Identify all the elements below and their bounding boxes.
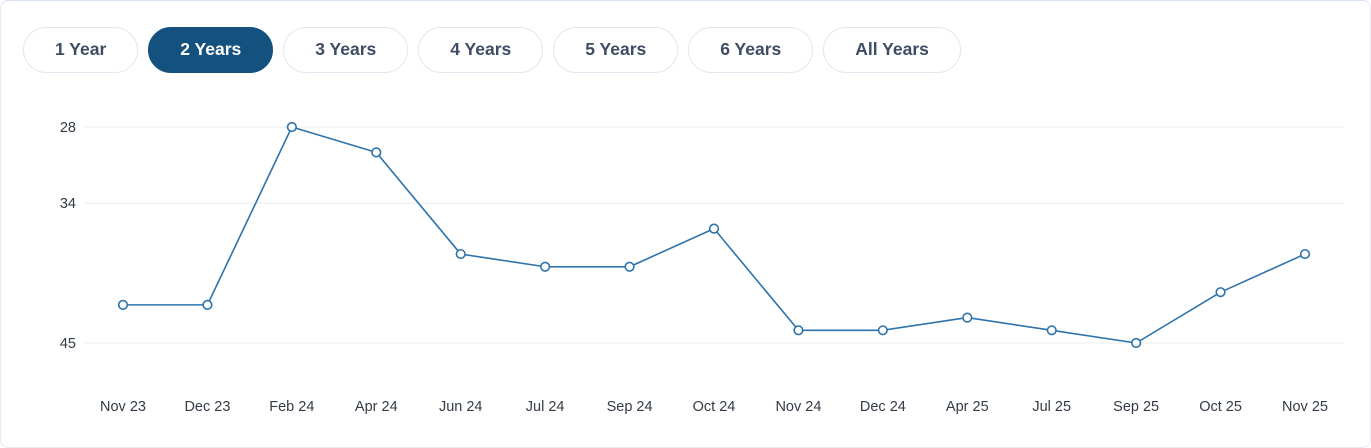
- data-point[interactable]: [624, 261, 635, 272]
- tab-2-years[interactable]: 2 Years: [148, 27, 274, 73]
- x-axis-tick-label: Nov 23: [100, 399, 146, 415]
- data-point[interactable]: [1131, 337, 1142, 349]
- x-axis-tick-label: Dec 23: [184, 399, 230, 415]
- data-point[interactable]: [962, 312, 973, 323]
- x-axis-tick-label: Sep 25: [1113, 399, 1159, 415]
- x-axis-tick-label: Oct 24: [693, 399, 736, 415]
- data-point[interactable]: [117, 299, 129, 310]
- y-axis-tick-label: 45: [60, 336, 76, 352]
- data-point[interactable]: [202, 299, 213, 310]
- data-point[interactable]: [286, 121, 297, 133]
- data-point[interactable]: [793, 325, 804, 336]
- data-point[interactable]: [708, 223, 720, 234]
- data-point[interactable]: [371, 147, 382, 158]
- x-axis-tick-label: Feb 24: [269, 399, 314, 415]
- tab-1-year[interactable]: 1 Year: [23, 27, 139, 73]
- x-axis-tick-label: Dec 24: [860, 399, 906, 415]
- tab-5-years[interactable]: 5 Years: [553, 27, 679, 73]
- tab-all-years[interactable]: All Years: [823, 27, 961, 73]
- y-axis-tick-label: 28: [60, 120, 76, 136]
- x-axis-tick-label: Nov 24: [775, 399, 821, 415]
- data-point[interactable]: [1046, 325, 1057, 336]
- x-axis-tick-label: Apr 25: [946, 399, 989, 415]
- x-axis-tick-label: Jul 25: [1032, 399, 1071, 415]
- tab-3-years[interactable]: 3 Years: [283, 27, 409, 73]
- y-axis-tick-label: 34: [60, 196, 76, 212]
- x-axis-tick-label: Oct 25: [1199, 399, 1242, 415]
- x-axis-tick-label: Jul 24: [526, 399, 565, 415]
- tab-6-years[interactable]: 6 Years: [688, 27, 814, 73]
- trend-line: [123, 126, 1306, 344]
- x-axis-tick-label: Nov 25: [1282, 399, 1328, 415]
- data-point[interactable]: [877, 325, 888, 336]
- time-range-tabs: 1 Year 2 Years 3 Years 4 Years 5 Years 6…: [23, 27, 961, 73]
- tab-4-years[interactable]: 4 Years: [418, 27, 544, 73]
- x-axis-tick-label: Sep 24: [607, 399, 653, 415]
- data-point[interactable]: [1215, 287, 1226, 298]
- x-axis-tick-label: Apr 24: [355, 399, 398, 415]
- x-axis-tick-label: Jun 24: [439, 399, 483, 415]
- data-point[interactable]: [1299, 248, 1311, 260]
- data-point[interactable]: [455, 248, 466, 260]
- data-point[interactable]: [540, 261, 551, 272]
